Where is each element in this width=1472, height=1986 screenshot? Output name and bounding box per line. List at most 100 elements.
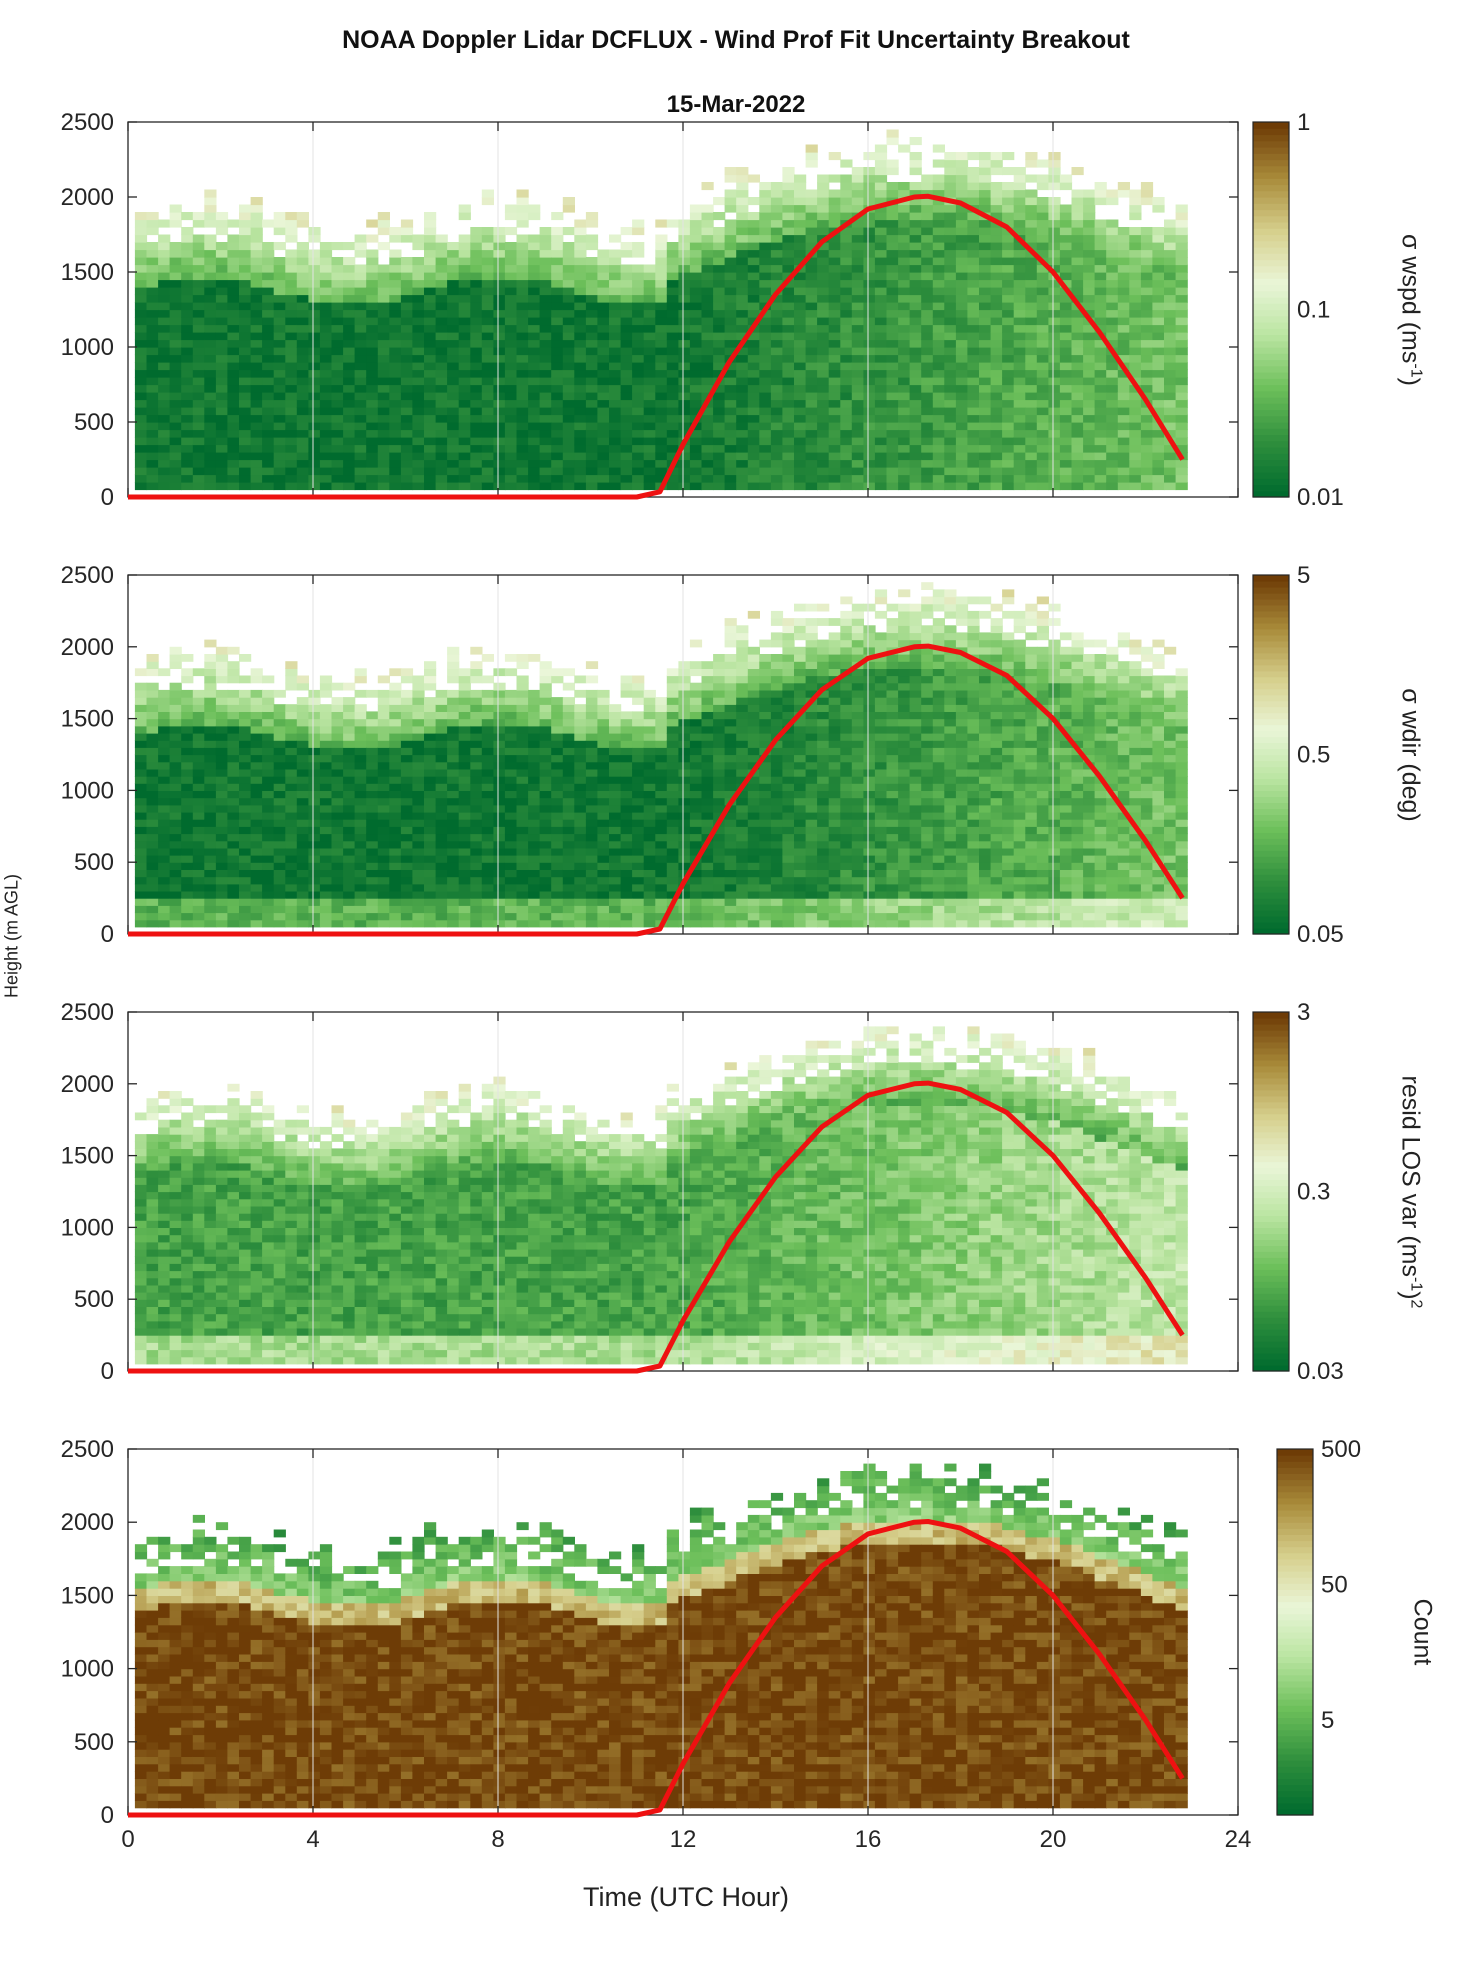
heatmap-cell xyxy=(1164,354,1177,363)
heatmap-cell xyxy=(181,783,194,791)
heatmap-cell xyxy=(285,869,298,878)
heatmap-cell xyxy=(724,234,737,243)
heatmap-cell xyxy=(1036,354,1049,363)
heatmap-cell xyxy=(354,279,367,288)
heatmap-cell xyxy=(597,437,610,446)
heatmap-cell xyxy=(366,474,379,483)
heatmap-cell xyxy=(874,332,888,341)
heatmap-cell xyxy=(296,369,309,378)
heatmap-cell xyxy=(759,347,772,356)
heatmap-cell xyxy=(424,819,437,827)
heatmap-cell xyxy=(319,733,333,741)
heatmap-cell xyxy=(747,287,760,296)
heatmap-cell xyxy=(643,474,656,483)
heatmap-cell xyxy=(181,840,194,849)
heatmap-cell xyxy=(562,847,575,856)
heatmap-cell xyxy=(921,189,934,198)
heatmap-cell xyxy=(470,725,483,734)
heatmap-cell xyxy=(886,467,899,476)
heatmap-cell xyxy=(470,754,483,763)
heatmap-cell xyxy=(1013,182,1026,191)
heatmap-cell xyxy=(782,384,795,393)
heatmap-cell xyxy=(1083,437,1096,446)
heatmap-cell xyxy=(955,407,969,416)
heatmap-cell xyxy=(1129,227,1142,236)
heatmap-cell xyxy=(574,332,587,341)
heatmap-cell xyxy=(1013,227,1026,236)
heatmap-cell xyxy=(736,392,749,401)
heatmap-cell xyxy=(146,689,159,698)
heatmap-cell xyxy=(1059,332,1073,341)
heatmap-cell xyxy=(874,392,888,401)
heatmap-cell xyxy=(273,876,286,885)
heatmap-cell xyxy=(516,697,529,705)
heatmap-cell xyxy=(562,354,575,363)
heatmap-cell xyxy=(1083,242,1096,251)
heatmap-cell xyxy=(863,317,876,326)
heatmap-cell xyxy=(146,429,159,438)
heatmap-cell xyxy=(447,668,460,677)
heatmap-cell xyxy=(944,287,957,296)
heatmap-cell xyxy=(354,302,367,311)
heatmap-cell xyxy=(528,332,541,341)
heatmap-cell xyxy=(493,369,506,378)
heatmap-cell xyxy=(609,384,622,393)
heatmap-cell xyxy=(1117,339,1130,348)
heatmap-cell xyxy=(1140,302,1154,311)
heatmap-cell xyxy=(181,317,194,326)
heatmap-cell xyxy=(782,189,795,198)
heatmap-cell xyxy=(181,811,194,820)
heatmap-cell xyxy=(1083,369,1096,378)
heatmap-cell xyxy=(979,444,992,453)
heatmap-cell xyxy=(643,414,656,423)
heatmap-cell xyxy=(1071,309,1084,318)
heatmap-cell xyxy=(158,768,171,777)
heatmap-cell xyxy=(158,905,171,914)
heatmap-cell xyxy=(308,905,321,914)
heatmap-cell xyxy=(516,399,529,408)
heatmap-cell xyxy=(192,219,205,228)
heatmap-cell xyxy=(840,174,853,183)
heatmap-cell xyxy=(620,354,633,363)
heatmap-cell xyxy=(1106,272,1119,281)
heatmap-cell xyxy=(319,682,333,691)
heatmap-cell xyxy=(377,272,390,281)
heatmap-cell xyxy=(146,768,159,777)
colorbar-swatch xyxy=(1253,122,1289,129)
heatmap-cell xyxy=(551,317,564,326)
heatmap-cell xyxy=(840,227,853,236)
heatmap-cell xyxy=(285,826,298,835)
heatmap-cell xyxy=(643,339,656,348)
heatmap-cell xyxy=(239,718,252,727)
heatmap-cell xyxy=(192,272,205,281)
heatmap-cell xyxy=(470,905,483,914)
heatmap-cell xyxy=(585,797,599,806)
heatmap-cell xyxy=(620,407,633,416)
heatmap-cell xyxy=(239,869,252,878)
heatmap-cell xyxy=(424,768,437,777)
heatmap-cell xyxy=(828,384,841,393)
heatmap-cell xyxy=(1129,242,1142,251)
heatmap-cell xyxy=(308,347,321,356)
heatmap-cell xyxy=(354,747,367,756)
heatmap-cell xyxy=(331,725,344,734)
heatmap-cell xyxy=(782,354,795,363)
heatmap-cell xyxy=(1048,227,1061,236)
heatmap-cell xyxy=(979,437,992,446)
heatmap-cell xyxy=(817,339,830,348)
heatmap-cell xyxy=(967,347,980,356)
heatmap-cell xyxy=(817,354,830,363)
heatmap-cell xyxy=(551,399,564,408)
heatmap-cell xyxy=(227,437,240,446)
heatmap-cell xyxy=(1059,204,1073,213)
heatmap-cell xyxy=(447,675,460,684)
heatmap-cell xyxy=(158,776,171,784)
heatmap-cell xyxy=(979,422,992,431)
heatmap-cell xyxy=(319,783,333,791)
heatmap-cell xyxy=(215,704,229,712)
heatmap-cell xyxy=(643,279,656,288)
heatmap-cell xyxy=(134,668,148,677)
heatmap-cell xyxy=(551,287,564,296)
heatmap-cell xyxy=(458,847,471,856)
heatmap-cell xyxy=(366,257,379,266)
